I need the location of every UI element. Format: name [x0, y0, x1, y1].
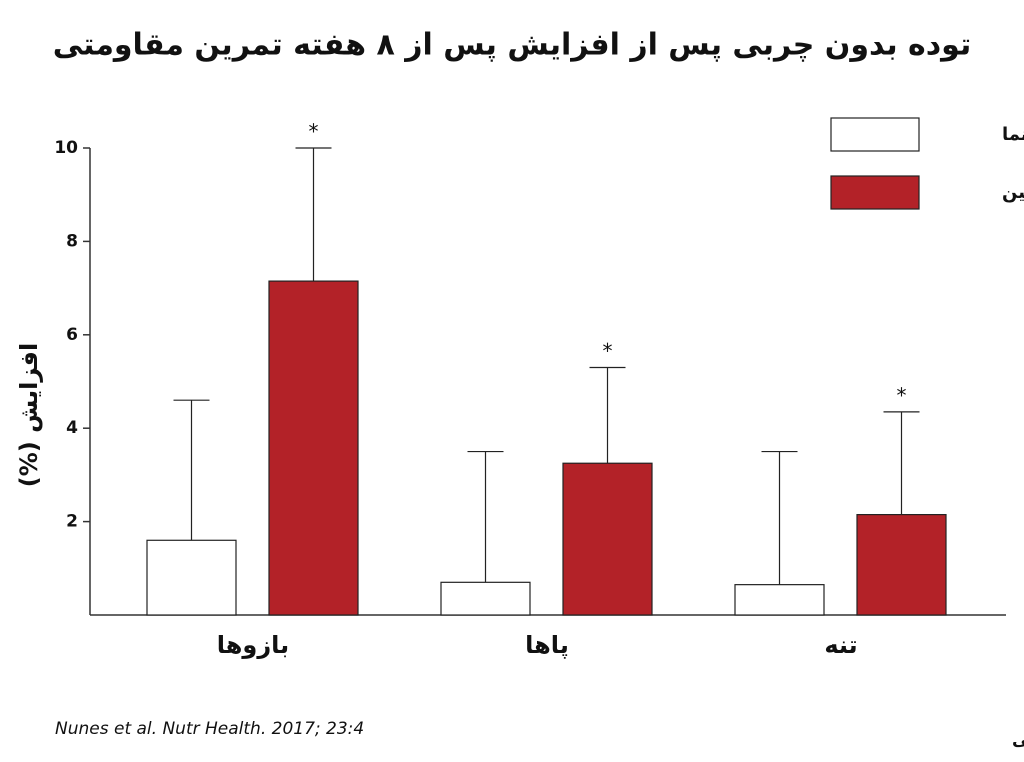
significance-marker: *: [897, 383, 907, 407]
bar: [562, 462, 653, 616]
significance-marker: *: [309, 120, 319, 144]
legend-label: کراتین: [1002, 182, 1024, 203]
bar: [440, 581, 531, 616]
y-tick-label: 4: [66, 418, 78, 438]
bar: [856, 513, 947, 616]
bar: [734, 584, 825, 616]
bar: [268, 280, 359, 616]
chart-title: توده بدون چربی پس از افزایش پس از ۸ هفته…: [53, 28, 972, 63]
legend-label: دارونما: [1002, 124, 1024, 145]
y-tick-label: 10: [54, 138, 78, 158]
y-tick-label: 2: [66, 512, 78, 532]
legend-swatch: [830, 117, 920, 152]
significance-marker: *: [603, 339, 613, 363]
y-tick-label: 8: [66, 231, 78, 251]
y-axis-label: افزایش (%): [15, 343, 43, 487]
y-tick-label: 6: [66, 325, 78, 345]
x-tick-label: تنه: [824, 631, 857, 659]
bar: [146, 539, 237, 616]
x-tick-label: بازوها: [217, 631, 289, 659]
author: بهبود شیمی: [1012, 730, 1024, 750]
x-tick-label: پاها: [525, 631, 569, 659]
source: Nunes et al. Nutr Health. 2017; 23:4: [55, 719, 364, 739]
legend-swatch: [830, 175, 920, 210]
